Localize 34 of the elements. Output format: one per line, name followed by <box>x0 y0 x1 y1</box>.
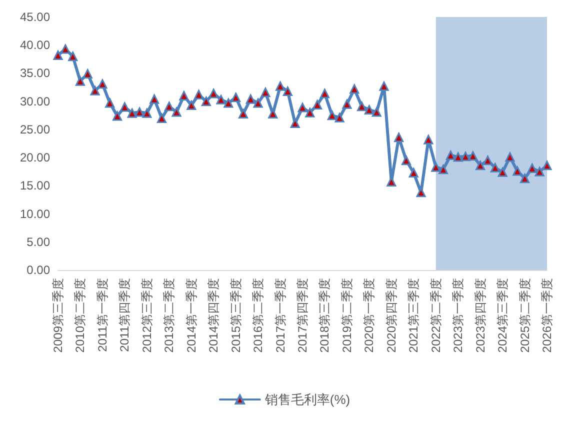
y-tick-label: 35.00 <box>20 66 50 80</box>
x-tick-label: 2011第四季度 <box>118 278 132 352</box>
x-tick-label: 2019第二季度 <box>340 278 354 353</box>
x-tick-label: 2017第四季度 <box>296 278 310 353</box>
y-tick-label: 15.00 <box>20 178 50 193</box>
y-tick-label: 10.00 <box>20 206 50 221</box>
y-tick-label: 20.00 <box>20 150 50 165</box>
y-tick-label: 25.00 <box>20 122 50 136</box>
x-tick-label: 2011第一季度 <box>95 278 110 352</box>
x-tick-label: 2013第二季度 <box>162 278 176 353</box>
x-tick-label: 2020第一季度 <box>362 278 376 353</box>
x-tick-label: 2016第二季度 <box>251 278 266 353</box>
y-tick-label: 40.00 <box>20 38 50 52</box>
legend-label: 销售毛利率(%) <box>264 392 350 407</box>
x-tick-label: 2026第一季度 <box>540 278 554 353</box>
x-tick-label: 2025第二季度 <box>518 278 532 353</box>
x-tick-label: 2018第三季度 <box>318 278 332 353</box>
x-tick-label: 2014第四季度 <box>206 278 221 353</box>
x-tick-label: 2010第二季度 <box>73 278 88 353</box>
y-tick-label: 45.00 <box>20 10 50 24</box>
x-tick-label: 2021第三季度 <box>406 278 421 353</box>
x-tick-label: 2023第四季度 <box>473 278 488 353</box>
x-tick-label: 2017第一季度 <box>273 278 288 353</box>
x-tick-label: 2023第一季度 <box>451 278 466 353</box>
x-tick-label: 2020第四季度 <box>384 278 398 353</box>
x-tick-label: 2015第三季度 <box>228 278 243 353</box>
x-tick-label: 2014第一季度 <box>184 278 198 353</box>
x-tick-label: 2012第三季度 <box>140 278 154 353</box>
y-tick-label: 5.00 <box>26 234 50 249</box>
y-tick-label: 30.00 <box>20 94 50 108</box>
x-tick-label: 2009第三季度 <box>51 278 65 353</box>
y-tick-label: 0.00 <box>26 263 50 277</box>
x-tick-label: 2022第二季度 <box>428 278 443 353</box>
x-tick-label: 2024第三季度 <box>496 278 510 353</box>
